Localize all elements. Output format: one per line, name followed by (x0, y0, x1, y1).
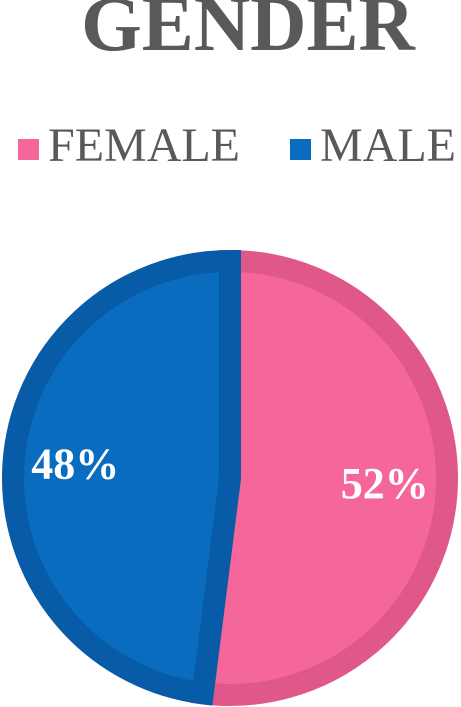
legend-swatch (18, 139, 39, 160)
legend-label: MALE (320, 119, 456, 172)
chart-title: GENDER (81, 0, 416, 67)
legend-label: FEMALE (48, 119, 240, 172)
data-label: 52% (341, 459, 429, 508)
pie-slice (2, 249, 241, 706)
pie-slice (190, 249, 458, 706)
legend-swatch (290, 139, 311, 160)
data-label: 48% (31, 439, 119, 488)
